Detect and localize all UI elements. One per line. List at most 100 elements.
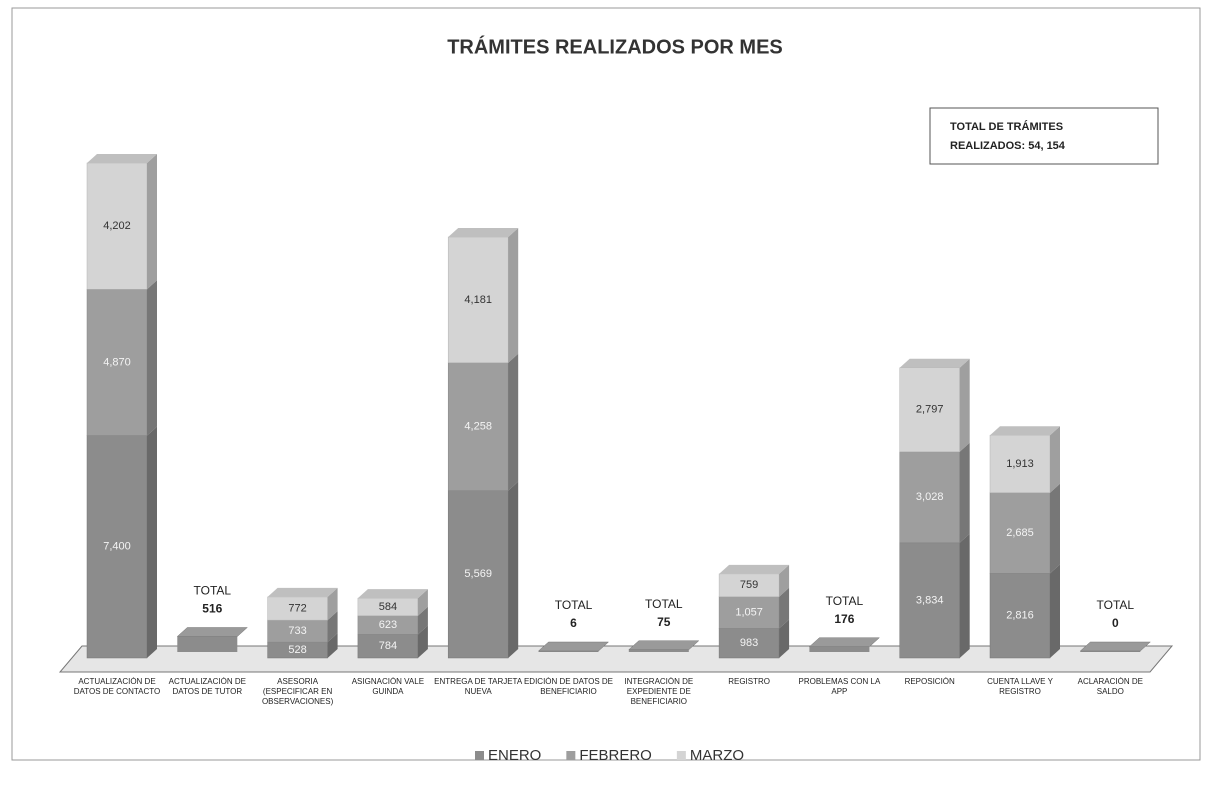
legend-swatch: [676, 751, 686, 760]
x-tick-label: ASESORIA (ESPECIFICAR EN OBSERVACIONES): [261, 677, 334, 706]
bar-side: [147, 154, 157, 290]
data-label: 983: [740, 637, 758, 649]
data-label: 759: [740, 579, 758, 591]
bar-top: [1079, 641, 1151, 652]
bar-segment: [718, 596, 780, 629]
bar-top: [628, 640, 700, 650]
bar-total: [538, 651, 599, 652]
bar-side: [959, 442, 970, 543]
bar-side: [959, 533, 970, 658]
data-label: 2,816: [1006, 610, 1034, 622]
bar-top: [87, 154, 157, 163]
bar-total: [177, 636, 238, 652]
bar-side: [508, 353, 519, 491]
bar-side: [779, 564, 790, 597]
bar-side: [508, 228, 519, 363]
data-label: 584: [379, 601, 397, 613]
bar-side: [779, 587, 790, 629]
bar-side: [327, 587, 338, 621]
bar-segment: [899, 542, 960, 659]
x-tick-label: REGISTRO: [728, 677, 770, 686]
x-tick-label: ACLARACIÓN DE SALDO: [1077, 677, 1143, 696]
x-label-box: REPOSICIÓN: [904, 677, 955, 686]
legend-label: FEBRERO: [579, 747, 652, 764]
data-label: 4,181: [464, 294, 492, 306]
x-tick-label: PROBLEMAS CON LA APP: [798, 677, 881, 696]
bar-segment: [899, 367, 960, 453]
legend-label: ENERO: [488, 747, 541, 764]
bar-top: [719, 564, 790, 574]
bar-side: [327, 633, 338, 658]
annotation-text: TOTAL DE TRÁMITES: [950, 120, 1063, 133]
total-value: 75: [657, 615, 671, 629]
x-label-box: CUENTA LLAVE Y REGISTRO: [987, 677, 1053, 696]
x-label-box: INTEGRACIÓN DE EXPEDIENTE DE BENEFICIARI…: [624, 677, 693, 706]
legend-label: MARZO: [690, 747, 744, 764]
bar-top: [357, 589, 428, 599]
x-tick-label: ASIGNACIÓN VALE GUINDA: [351, 677, 425, 696]
bar-segment: [718, 628, 780, 659]
bar-segment: [86, 289, 148, 436]
bar-side: [779, 619, 790, 658]
total-value: 0: [1112, 616, 1119, 630]
bar-side: [417, 625, 428, 658]
bar-side: [327, 611, 338, 643]
bar-segment: [989, 492, 1051, 574]
data-label: 733: [288, 625, 306, 637]
data-label: 4,202: [103, 220, 131, 232]
data-label: 784: [379, 640, 397, 652]
data-label: 3,834: [916, 594, 944, 606]
bar-top: [990, 426, 1060, 436]
bar-segment: [86, 435, 148, 659]
bar-side: [508, 481, 519, 658]
annotation-text: REALIZADOS: 54, 154: [950, 140, 1066, 152]
total-value: 6: [570, 616, 577, 630]
data-label: 2,685: [1006, 527, 1034, 539]
bar-side: [147, 280, 157, 436]
x-label-box: ACTUALIZACIÓN DE DATOS DE CONTACTO: [73, 677, 161, 696]
bar-side: [1050, 483, 1060, 574]
legend-swatch: [475, 751, 484, 760]
x-tick-label: EDICIÓN DE DATOS DE BENEFICIARIO: [523, 677, 614, 696]
bar-segment: [447, 362, 509, 491]
bar-total: [628, 649, 689, 652]
x-tick-label: ACTUALIZACIÓN DE DATOS DE CONTACTO: [73, 677, 161, 696]
legend-swatch: [566, 751, 576, 760]
bar-total: [1080, 651, 1141, 652]
bar-top: [267, 587, 338, 597]
x-tick-label: REPOSICIÓN: [904, 677, 955, 686]
bar-segment: [989, 573, 1051, 659]
total-value: 176: [834, 612, 854, 626]
x-label-box: ENTREGA DE TARJETA NUEVA: [434, 677, 523, 696]
x-label-box: ACTUALIZACIÓN DE DATOS DE TUTOR: [168, 677, 246, 696]
bar-segment: [447, 236, 509, 363]
x-label-box: ASESORIA (ESPECIFICAR EN OBSERVACIONES): [261, 677, 334, 706]
bar-side: [1050, 564, 1060, 658]
bar-top: [537, 641, 610, 652]
bar-segment: [989, 434, 1051, 493]
bar-side: [1050, 426, 1060, 493]
bar-top: [899, 358, 970, 368]
x-tick-label: CUENTA LLAVE Y REGISTRO: [987, 677, 1053, 696]
total-caption: TOTAL: [1097, 598, 1135, 612]
x-tick-label: ACTUALIZACIÓN DE DATOS DE TUTOR: [168, 677, 246, 696]
x-label-box: EDICIÓN DE DATOS DE BENEFICIARIO: [523, 677, 614, 696]
x-tick-label: ENTREGA DE TARJETA NUEVA: [434, 677, 523, 696]
bar-segment: [86, 162, 148, 290]
bar-segment: [899, 451, 960, 544]
chart-title: TRÁMITES REALIZADOS POR MES: [447, 35, 783, 58]
floor: [58, 645, 1174, 673]
bar-top: [448, 228, 519, 238]
bar-side: [417, 589, 428, 616]
x-label-box: ASIGNACIÓN VALE GUINDA: [351, 677, 425, 696]
bar-side: [959, 358, 970, 452]
bar-side: [417, 606, 428, 635]
bar-top: [176, 627, 248, 637]
total-value: 516: [202, 602, 222, 616]
bar-total: [809, 646, 870, 652]
data-label: 4,870: [103, 356, 131, 368]
data-label: 623: [379, 619, 397, 631]
data-label: 2,797: [916, 404, 944, 416]
data-label: 5,569: [464, 568, 492, 580]
